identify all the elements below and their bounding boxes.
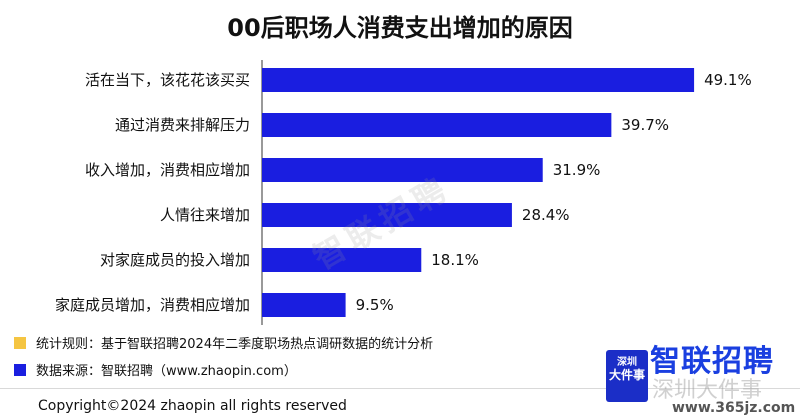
category-label: 活在当下，该花花该买买: [85, 71, 250, 89]
legend-rule-row: 统计规则：基于智联招聘2024年二季度职场热点调研数据的统计分析: [14, 333, 433, 352]
bar: [262, 68, 695, 92]
copyright-text: Copyright©2024 zhaopin all rights reserv…: [38, 398, 347, 414]
badge-line2: 大件事: [608, 368, 645, 382]
category-label: 对家庭成员的投入增加: [100, 251, 250, 269]
bar: [262, 248, 422, 272]
value-label: 9.5%: [356, 296, 394, 314]
category-label: 通过消费来排解压力: [115, 116, 250, 134]
chart-title: 00后职场人消费支出增加的原因: [227, 14, 573, 42]
site-url: www.365jz.com: [672, 400, 796, 416]
footer-divider: [0, 388, 800, 389]
legend-source-row: 数据来源：智联招聘（www.zhaopin.com）: [14, 360, 297, 379]
rule-label: 统计规则：基于智联招聘2024年二季度职场热点调研数据的统计分析: [36, 337, 434, 352]
category-label: 家庭成员增加，消费相应增加: [55, 296, 250, 314]
shenzhen-badge-logo: 深圳 大件事: [606, 350, 648, 402]
bar: [262, 113, 612, 137]
bar: [262, 203, 512, 227]
zhaopin-logo: 智联招聘: [650, 344, 774, 379]
value-label: 39.7%: [621, 116, 669, 134]
value-label: 31.9%: [553, 161, 601, 179]
rule-swatch: [14, 336, 26, 349]
bar: [262, 158, 543, 182]
value-label: 49.1%: [704, 71, 752, 89]
value-label: 28.4%: [522, 206, 570, 224]
category-label: 收入增加，消费相应增加: [85, 161, 250, 179]
source-label: 数据来源：智联招聘（www.zhaopin.com）: [36, 364, 297, 379]
value-label: 18.1%: [431, 251, 479, 269]
bar: [262, 293, 346, 317]
site-watermark: 深圳大件事: [652, 378, 763, 403]
source-swatch: [14, 363, 26, 376]
category-label: 人情往来增加: [160, 206, 250, 224]
badge-line1: 深圳: [617, 357, 637, 368]
bar-chart: 活在当下，该花花该买买 49.1% 通过消费来排解压力 39.7% 收入增加，消费相应增…: [55, 60, 752, 325]
